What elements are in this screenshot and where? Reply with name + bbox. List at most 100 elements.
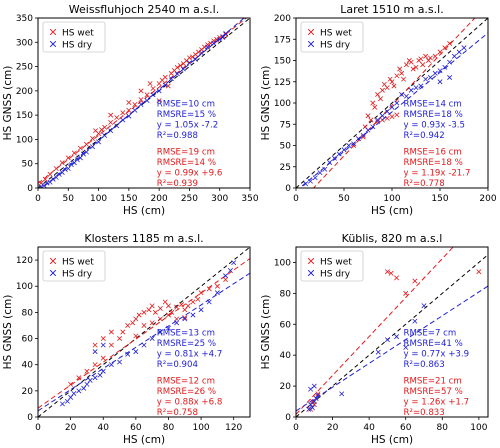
data-point xyxy=(365,127,371,133)
data-point xyxy=(442,64,448,70)
y-tick-label: 40 xyxy=(280,351,292,361)
stats-line: y = 0.88x +6.8 xyxy=(157,397,223,407)
data-point xyxy=(427,55,433,61)
y-tick-label: 25 xyxy=(280,163,291,173)
y-tick-label: 80 xyxy=(22,308,34,318)
y-tick-label: 50 xyxy=(22,160,34,170)
data-point xyxy=(76,375,82,381)
data-point xyxy=(309,399,315,405)
data-point xyxy=(149,303,155,309)
data-point xyxy=(100,336,106,342)
legend: HS wet HS dry xyxy=(300,21,364,53)
identity-line xyxy=(38,247,250,417)
y-axis-label: HS GNSS (cm) xyxy=(260,295,272,370)
data-point xyxy=(165,312,171,318)
y-tick-label: 125 xyxy=(274,78,291,88)
x-axis-label: HS (cm) xyxy=(123,434,165,446)
x-tick-label: 200 xyxy=(151,194,168,204)
data-point xyxy=(182,315,188,321)
data-point xyxy=(372,104,378,110)
y-tick-label: 20 xyxy=(280,382,292,392)
x-tick-label: 250 xyxy=(181,194,198,204)
data-point xyxy=(461,45,467,51)
data-point xyxy=(377,96,383,102)
data-point xyxy=(90,144,95,150)
data-point xyxy=(410,66,416,72)
data-point xyxy=(120,110,126,116)
data-point xyxy=(81,385,87,391)
identity-line xyxy=(38,18,250,188)
x-tick-label: 100 xyxy=(383,194,400,204)
data-point xyxy=(165,83,171,89)
data-point xyxy=(394,100,400,106)
data-point xyxy=(437,79,443,85)
data-point xyxy=(136,312,142,318)
stats-line: RMSRE=41 % xyxy=(404,339,463,349)
legend-label: HS wet xyxy=(320,29,352,39)
data-point xyxy=(306,406,312,412)
data-point xyxy=(432,70,438,76)
series-wet xyxy=(68,277,229,387)
stats-line: RMSE=13 cm xyxy=(157,328,215,338)
data-point xyxy=(339,391,345,397)
data-point xyxy=(117,359,123,365)
data-point xyxy=(74,157,80,163)
data-point xyxy=(193,51,198,57)
stats-line: RMSRE=57 % xyxy=(404,387,463,397)
data-point xyxy=(141,322,147,328)
legend-label: HS dry xyxy=(62,41,93,51)
plot-area xyxy=(296,247,488,417)
y-tick-label: 250 xyxy=(16,63,33,73)
legend: HS wet HS dry xyxy=(42,250,106,282)
x-tick-label: 150 xyxy=(431,194,448,204)
y-tick-label: 300 xyxy=(16,38,33,48)
data-point xyxy=(59,160,65,166)
data-point xyxy=(93,128,99,134)
fit-line xyxy=(298,32,488,188)
data-point xyxy=(425,58,431,63)
y-tick-label: 175 xyxy=(274,35,291,45)
x-tick-label: 120 xyxy=(225,423,242,433)
data-point xyxy=(41,183,47,188)
x-tick-label: 80 xyxy=(437,423,449,433)
data-point xyxy=(162,82,168,88)
x-tick-label: 150 xyxy=(120,194,137,204)
data-point xyxy=(403,93,409,99)
data-point xyxy=(141,309,147,315)
legend-marker xyxy=(49,28,57,36)
y-axis-label: HS GNSS (cm) xyxy=(2,66,14,141)
fit-line xyxy=(38,272,250,412)
y-tick-label: 100 xyxy=(274,99,291,109)
data-point xyxy=(146,307,152,313)
stats-line: R²=0.833 xyxy=(404,408,445,418)
chart-panel-3: Küblis, 820 m a.s.l 0 20 40 60 80 100 0 20 40 60 80… xyxy=(260,232,489,446)
data-point xyxy=(120,329,126,335)
data-point xyxy=(100,342,106,348)
legend-box xyxy=(42,250,106,282)
stats-line: RMSRE=18 % xyxy=(404,158,463,168)
data-point xyxy=(169,309,175,315)
y-tick-label: 100 xyxy=(16,282,33,292)
data-point xyxy=(65,166,71,172)
y-tick-label: 150 xyxy=(274,57,291,67)
legend: HS wet HS dry xyxy=(42,21,106,53)
stats-line: RMSRE=26 % xyxy=(157,387,216,397)
y-tick-label: 100 xyxy=(274,258,291,268)
stats-line: RMSE=14 cm xyxy=(404,99,462,109)
data-point xyxy=(77,145,83,151)
stats-line: RMSRE=25 % xyxy=(157,339,216,349)
series-wet xyxy=(38,32,229,186)
data-point xyxy=(157,305,163,311)
y-tick-label: 75 xyxy=(280,120,291,130)
data-point xyxy=(38,184,44,188)
x-axis-label: HS (cm) xyxy=(371,434,413,446)
data-point xyxy=(408,59,414,65)
legend: HS wet HS dry xyxy=(300,250,364,282)
data-point xyxy=(68,381,74,387)
data-point xyxy=(303,181,309,187)
y-tick-label: 60 xyxy=(280,320,292,330)
data-point xyxy=(391,83,397,89)
x-tick-label: 0 xyxy=(35,194,41,204)
data-point xyxy=(97,372,103,378)
y-axis-label: HS GNSS (cm) xyxy=(2,295,14,370)
